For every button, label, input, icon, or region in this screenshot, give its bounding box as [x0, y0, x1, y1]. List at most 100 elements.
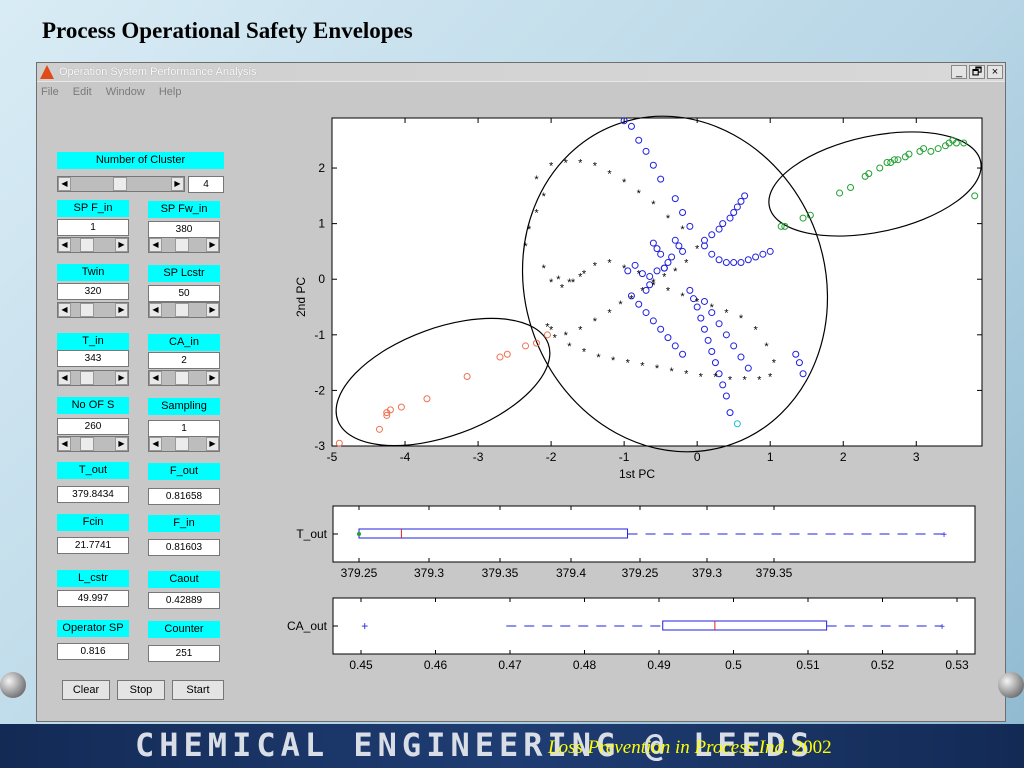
x-tick-label: -4 [400, 450, 411, 464]
data-point-circle [668, 253, 676, 261]
arrow-left-icon[interactable]: ◀ [58, 437, 71, 451]
arrow-right-icon[interactable]: ▶ [115, 303, 128, 317]
f-out-field[interactable]: 0.81658 [148, 488, 220, 505]
data-point-circle [799, 370, 807, 378]
data-point-circle [733, 420, 741, 428]
data-point-circle [700, 325, 708, 333]
start-button[interactable]: Start [172, 680, 224, 700]
sp-lcstr-field[interactable]: 50 [148, 285, 220, 302]
no-of-s-field[interactable]: 260 [57, 418, 129, 435]
data-point-circle [781, 222, 789, 230]
arrow-left-icon[interactable]: ◀ [58, 177, 71, 191]
l-cstr-label: L_cstr [57, 570, 129, 587]
data-point-star: * [655, 363, 660, 375]
slider-thumb[interactable] [80, 303, 94, 317]
ca-in-slider[interactable]: ◀ ▶ [148, 370, 220, 386]
cluster-slider[interactable]: ◀ ▶ [57, 176, 185, 192]
data-point-star: * [622, 177, 627, 189]
data-point-circle [649, 239, 657, 247]
arrow-left-icon[interactable]: ◀ [149, 303, 162, 317]
arrow-right-icon[interactable]: ▶ [206, 437, 219, 451]
data-point-circle [642, 309, 650, 317]
slider-thumb[interactable] [175, 303, 189, 317]
close-button[interactable]: × [987, 65, 1003, 79]
y-tick-label: 0 [318, 272, 325, 286]
slider-thumb[interactable] [80, 371, 94, 385]
l-cstr-field[interactable]: 49.997 [57, 590, 129, 607]
menu-file[interactable]: File [41, 86, 59, 98]
menu-edit[interactable]: Edit [72, 86, 92, 98]
slider-thumb[interactable] [175, 238, 189, 252]
minimize-button[interactable]: _ [951, 65, 967, 79]
arrow-left-icon[interactable]: ◀ [149, 238, 162, 252]
data-point-star: * [542, 191, 547, 203]
caout-boxplot-xtick-label: 0.52 [871, 658, 895, 672]
no-of-s-slider[interactable]: ◀ ▶ [57, 436, 129, 452]
data-point-star: * [695, 296, 700, 308]
arrow-left-icon[interactable]: ◀ [58, 238, 71, 252]
data-point-circle [375, 425, 383, 433]
data-point-circle [631, 261, 639, 269]
slider-thumb[interactable] [80, 238, 94, 252]
slider-thumb[interactable] [175, 437, 189, 451]
arrow-right-icon[interactable]: ▶ [115, 371, 128, 385]
arrow-right-icon[interactable]: ▶ [206, 238, 219, 252]
slider-thumb[interactable] [175, 371, 189, 385]
arrow-right-icon[interactable]: ▶ [171, 177, 184, 191]
operator-sp-field[interactable]: 0.816 [57, 643, 129, 660]
data-point-circle [679, 247, 687, 255]
data-point-star: * [534, 174, 539, 186]
sampling-slider[interactable]: ◀ ▶ [148, 436, 220, 452]
data-point-star: * [593, 160, 598, 172]
footer-band [0, 724, 1024, 768]
restore-button[interactable]: 🗗 [969, 65, 985, 79]
data-point-star: * [640, 360, 645, 372]
sp-f-in-slider[interactable]: ◀ ▶ [57, 237, 129, 253]
arrow-left-icon[interactable]: ◀ [58, 303, 71, 317]
data-point-circle [653, 267, 661, 275]
sp-fw-in-slider[interactable]: ◀ ▶ [148, 237, 220, 253]
arrow-right-icon[interactable]: ▶ [115, 238, 128, 252]
footer-note-year: 2002 [793, 737, 832, 758]
ca-in-field[interactable]: 2 [148, 352, 220, 369]
arrow-right-icon[interactable]: ▶ [206, 371, 219, 385]
data-point-circle [642, 286, 650, 294]
f-in-field[interactable]: 0.81603 [148, 539, 220, 556]
data-point-circle [722, 331, 730, 339]
sp-lcstr-slider[interactable]: ◀ ▶ [148, 302, 220, 318]
cluster-field[interactable]: 4 [188, 176, 224, 193]
fcin-field[interactable]: 21.7741 [57, 537, 129, 554]
clear-button[interactable]: Clear [62, 680, 110, 700]
menu-window[interactable]: Window [105, 86, 145, 98]
arrow-left-icon[interactable]: ◀ [149, 371, 162, 385]
data-point-circle [522, 342, 530, 350]
slider-thumb[interactable] [113, 177, 127, 191]
t-in-slider[interactable]: ◀ ▶ [57, 370, 129, 386]
menu-help[interactable]: Help [158, 86, 182, 98]
t-in-field[interactable]: 343 [57, 350, 129, 367]
data-point-circle [715, 320, 723, 328]
data-point-circle [730, 209, 738, 217]
data-point-circle [679, 350, 687, 358]
sp-fw-in-label: SP Fw_in [148, 201, 220, 218]
data-point-star: * [560, 283, 565, 295]
counter-field[interactable]: 251 [148, 645, 220, 662]
data-point-circle [664, 334, 672, 342]
arrow-left-icon[interactable]: ◀ [149, 437, 162, 451]
t-out-field[interactable]: 379.8434 [57, 486, 129, 503]
stop-button[interactable]: Stop [117, 680, 165, 700]
arrow-right-icon[interactable]: ▶ [206, 303, 219, 317]
y-tick-label: -3 [314, 439, 325, 453]
data-point-circle [847, 183, 855, 191]
data-point-star: * [666, 285, 671, 297]
arrow-right-icon[interactable]: ▶ [115, 437, 128, 451]
data-point-star: * [680, 291, 685, 303]
data-point-circle [657, 250, 665, 258]
slider-thumb[interactable] [80, 437, 94, 451]
arrow-left-icon[interactable]: ◀ [58, 371, 71, 385]
caout-field[interactable]: 0.42889 [148, 592, 220, 609]
twin-field[interactable]: 320 [57, 283, 129, 300]
data-point-star: * [611, 355, 616, 367]
twin-slider[interactable]: ◀ ▶ [57, 302, 129, 318]
sp-f-in-field[interactable]: 1 [57, 219, 129, 236]
